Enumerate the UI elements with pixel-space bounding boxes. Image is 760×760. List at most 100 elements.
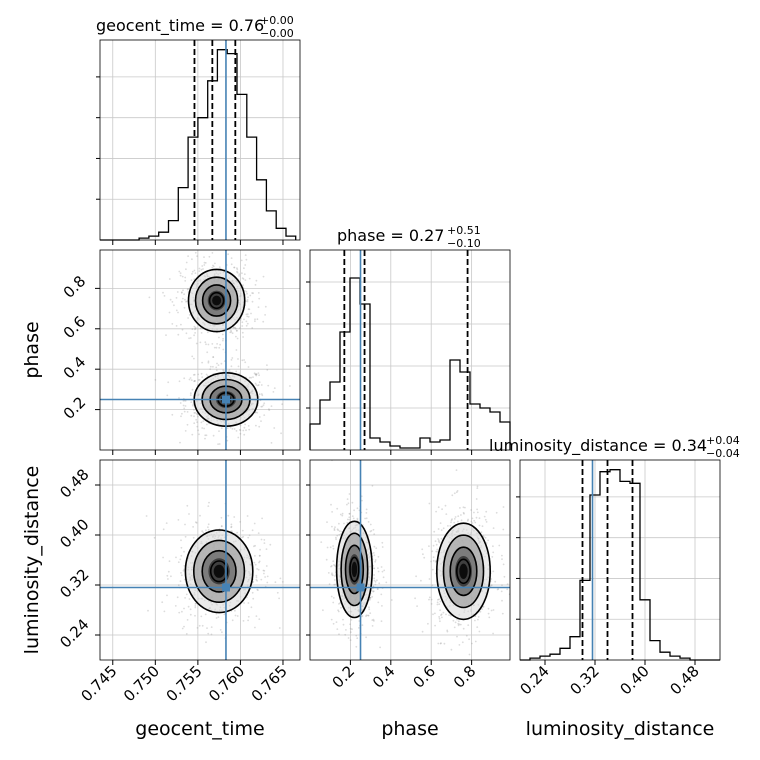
sample-point	[244, 254, 247, 256]
x-tick-label: 0.760	[205, 662, 248, 705]
sample-point	[220, 427, 223, 430]
sample-point	[177, 561, 180, 564]
sample-point	[255, 279, 258, 282]
sample-point	[503, 575, 506, 578]
sample-point	[334, 575, 336, 577]
sample-point	[482, 534, 485, 537]
sample-point	[204, 613, 207, 616]
sample-point	[230, 331, 233, 333]
sample-point	[183, 625, 185, 628]
sample-point	[192, 403, 195, 406]
sample-point	[227, 370, 230, 373]
sample-point	[198, 379, 201, 381]
sample-point	[187, 317, 190, 319]
sample-point	[198, 267, 201, 270]
sample-point	[189, 337, 192, 339]
sample-point	[460, 519, 463, 522]
sample-point	[432, 559, 435, 562]
sample-point	[207, 523, 210, 526]
sample-point	[178, 611, 181, 614]
sample-point	[210, 626, 213, 628]
sample-point	[186, 504, 189, 507]
sample-point	[369, 612, 372, 615]
sample-point	[339, 602, 341, 604]
sample-point	[351, 628, 353, 631]
x-tick-label: 0.40	[616, 662, 652, 698]
sample-point	[192, 404, 194, 407]
sample-point	[428, 596, 431, 599]
sample-point	[448, 614, 450, 616]
sample-point	[235, 329, 238, 332]
sample-point	[270, 442, 273, 444]
sample-point	[487, 607, 490, 610]
sample-point	[257, 568, 260, 571]
sample-point	[247, 536, 250, 539]
sample-point	[368, 608, 371, 611]
sample-point	[222, 339, 224, 342]
sample-point	[179, 580, 182, 583]
sample-point	[194, 328, 196, 331]
sample-point	[193, 415, 195, 418]
sample-point	[341, 512, 344, 515]
sample-point	[254, 382, 257, 385]
sample-point	[373, 554, 376, 557]
sample-point	[451, 494, 454, 497]
sample-point	[248, 534, 251, 537]
sample-point	[431, 568, 434, 571]
sample-point	[466, 519, 469, 522]
sample-point	[492, 632, 494, 635]
sample-point	[336, 507, 339, 510]
sample-point	[473, 666, 475, 668]
sample-point	[379, 646, 381, 649]
sample-point	[358, 627, 360, 629]
sample-point	[332, 597, 335, 599]
sample-point	[218, 443, 221, 445]
sample-point	[437, 540, 440, 543]
sample-point	[256, 411, 259, 414]
sample-point	[185, 633, 188, 635]
sample-point	[248, 428, 251, 431]
sample-point	[495, 511, 498, 514]
sample-point	[168, 278, 171, 280]
sample-point	[336, 628, 339, 630]
sample-point	[481, 608, 483, 610]
sample-point	[209, 368, 212, 371]
sample-point	[185, 261, 188, 264]
sample-point	[246, 322, 249, 325]
sample-point	[430, 560, 432, 563]
sample-point	[209, 365, 212, 368]
sample-point	[234, 609, 236, 612]
sample-point	[175, 556, 177, 559]
sample-point	[245, 429, 247, 432]
sample-point	[266, 369, 269, 371]
sample-point	[180, 546, 183, 549]
sample-point	[326, 521, 328, 523]
histogram-phase	[309, 277, 511, 450]
sample-point	[251, 300, 254, 303]
sample-point	[487, 612, 490, 615]
sample-point	[322, 609, 324, 612]
sample-point	[364, 517, 366, 520]
sample-point	[462, 627, 465, 630]
sample-point	[482, 535, 485, 538]
sample-point	[255, 615, 258, 617]
sample-point	[230, 359, 233, 361]
sample-point	[239, 327, 241, 329]
title-phase-lower: −0.10	[447, 237, 481, 250]
sample-point	[240, 259, 243, 262]
sample-point	[327, 572, 330, 574]
sample-point	[207, 360, 210, 363]
contour-line	[435, 522, 491, 621]
sample-point	[205, 373, 208, 376]
sample-point	[185, 332, 188, 335]
sample-point	[217, 364, 220, 366]
sample-point	[355, 663, 357, 665]
sample-point	[443, 642, 446, 645]
sample-point	[254, 563, 257, 566]
sample-point	[232, 326, 235, 329]
sample-point	[372, 590, 375, 593]
sample-point	[517, 623, 519, 625]
y-tick-label: 0.2	[60, 393, 90, 423]
sample-point	[484, 518, 487, 521]
sample-point	[253, 545, 255, 548]
